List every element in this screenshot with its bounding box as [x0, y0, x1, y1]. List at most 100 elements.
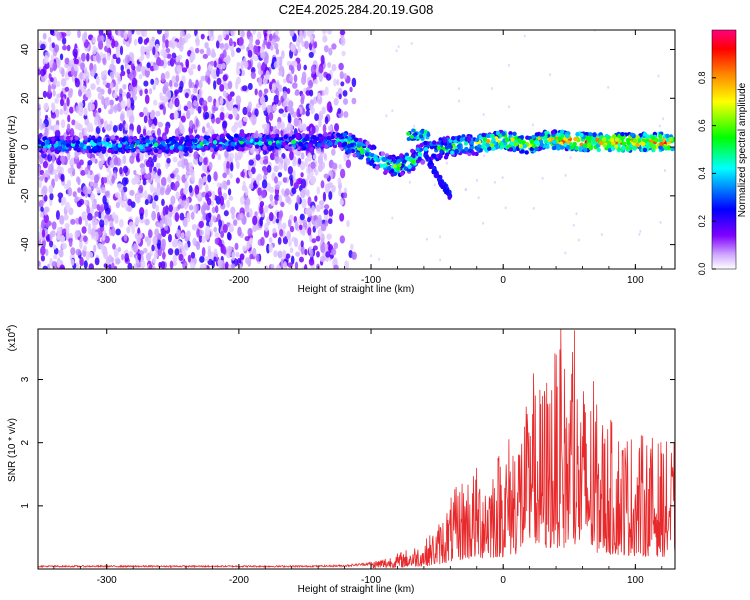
spectrogram-cell — [189, 134, 194, 140]
spectrogram-cell — [172, 254, 178, 263]
spectrogram-cell — [219, 53, 225, 60]
spectrogram-cell — [219, 111, 225, 121]
spectrogram-cell — [190, 251, 196, 259]
spectrogram-cell — [228, 104, 233, 112]
spectrogram-cell — [282, 78, 287, 84]
spectrogram-cell — [56, 258, 61, 269]
spectrogram-cell — [205, 183, 209, 194]
spectrogram-cell — [270, 200, 275, 206]
spectrogram-cell — [93, 145, 98, 151]
spectrogram-cell — [220, 106, 225, 113]
spectrogram-cell — [658, 134, 663, 139]
snr-y-ticks: 1 2 3 — [20, 376, 675, 509]
spectrogram-cell — [383, 169, 389, 174]
spectrogram-cell — [234, 242, 239, 251]
spectrogram-cell — [160, 140, 166, 146]
spectrogram-cell — [211, 134, 216, 139]
spectrogram-cell — [360, 150, 365, 155]
spectrogram-cell — [78, 106, 84, 117]
spectrogram-cell — [300, 152, 305, 160]
spectrogram-cell — [485, 138, 491, 144]
spectrogram-cell — [118, 88, 123, 94]
spectrogram-cell — [164, 149, 170, 154]
spectrogram-cell — [95, 75, 100, 86]
spectrogram-cell — [648, 141, 654, 147]
spectrogram-cell — [236, 69, 241, 75]
spectrogram-cell — [51, 260, 58, 269]
spectrogram-cell — [228, 113, 233, 120]
spectrogram-cell — [200, 75, 206, 82]
spectrogram-cell — [193, 204, 197, 213]
spectrogram-cell — [306, 217, 311, 223]
spectrogram-cell — [196, 228, 200, 238]
spectrogram-cell — [508, 131, 513, 136]
spectrogram-cell — [223, 248, 227, 255]
spectrogram-cell — [108, 143, 113, 149]
spectrogram-cell — [187, 254, 192, 263]
spectrogram-cell — [339, 213, 345, 222]
spectrogram-cell — [504, 138, 510, 143]
spectrogram-cell — [197, 105, 202, 114]
spectrogram-cell — [162, 98, 168, 104]
spectrogram-cell — [540, 132, 545, 137]
spectrogram-cell — [320, 142, 325, 148]
spectrogram-cell — [154, 245, 159, 252]
spectrogram-cell — [352, 152, 357, 158]
spectrogram-cell — [91, 217, 97, 226]
spectrogram-cell — [92, 45, 97, 55]
spectrogram-cell — [486, 146, 492, 151]
spectrogram-cell — [328, 47, 333, 56]
spectrogram-cell — [281, 188, 285, 196]
spectrogram-cell — [133, 243, 139, 254]
spectrogram-cell — [319, 112, 324, 121]
spectrogram-cell — [126, 111, 131, 118]
spectrogram-cell — [249, 208, 253, 218]
spectrogram-cell — [411, 166, 416, 172]
spectrogram-cell — [279, 228, 284, 237]
spectrogram-cell — [308, 103, 313, 110]
spectrogram-cell — [206, 47, 211, 57]
spectrogram-cell — [253, 55, 259, 62]
spectrogram-cell — [273, 250, 278, 258]
spectrogram-cell — [663, 146, 669, 151]
spectrogram-cell — [110, 104, 114, 112]
spectrogram-cell — [176, 229, 181, 238]
spectrogram-cell — [344, 260, 350, 269]
spectrogram-cell — [397, 45, 400, 49]
spectrogram-cell — [213, 68, 218, 77]
spectrogram-cell — [156, 30, 162, 35]
spectrogram-cell — [160, 72, 166, 83]
spectrogram-cell — [41, 123, 46, 129]
spectrogram-cell — [123, 234, 128, 242]
spectrogram-cell — [109, 159, 115, 168]
spectrogram-cell — [44, 127, 48, 137]
spectrogram-cell — [294, 220, 299, 231]
spectrogram-cell — [477, 196, 480, 200]
spectrogram-cell — [227, 94, 233, 102]
spectrogram-cell — [61, 68, 65, 78]
spectrogram-cell — [345, 159, 352, 169]
spectrogram-cell — [195, 241, 201, 251]
spectrogram-cell — [318, 73, 324, 80]
spectrogram-cell — [165, 89, 172, 100]
spectrogram-cell — [48, 36, 52, 43]
spectrogram-cell — [225, 168, 230, 176]
spectrogram-cell — [662, 117, 665, 121]
spectrogram-cell — [191, 223, 197, 231]
spectrogram-cell — [59, 108, 64, 115]
spectrogram-cell — [83, 107, 88, 117]
spectrogram-cell — [179, 212, 185, 221]
spectrogram-cell — [143, 30, 148, 38]
spectrogram-cell — [62, 45, 67, 51]
spectrogram-cell — [156, 128, 161, 136]
spectrogram-cell — [333, 264, 339, 269]
spectrogram-cell — [215, 117, 221, 125]
colorbar-tick-label: 0.6 — [697, 119, 707, 132]
spectrogram-cell — [235, 177, 240, 184]
spectrogram-cell — [289, 247, 294, 254]
spectrogram-cell — [303, 64, 307, 71]
spectrogram-cell — [513, 142, 519, 147]
spectrogram-cell — [51, 105, 56, 113]
spectrogram-cell — [60, 78, 67, 87]
spectrogram-x-tick-label: -300 — [97, 275, 117, 286]
